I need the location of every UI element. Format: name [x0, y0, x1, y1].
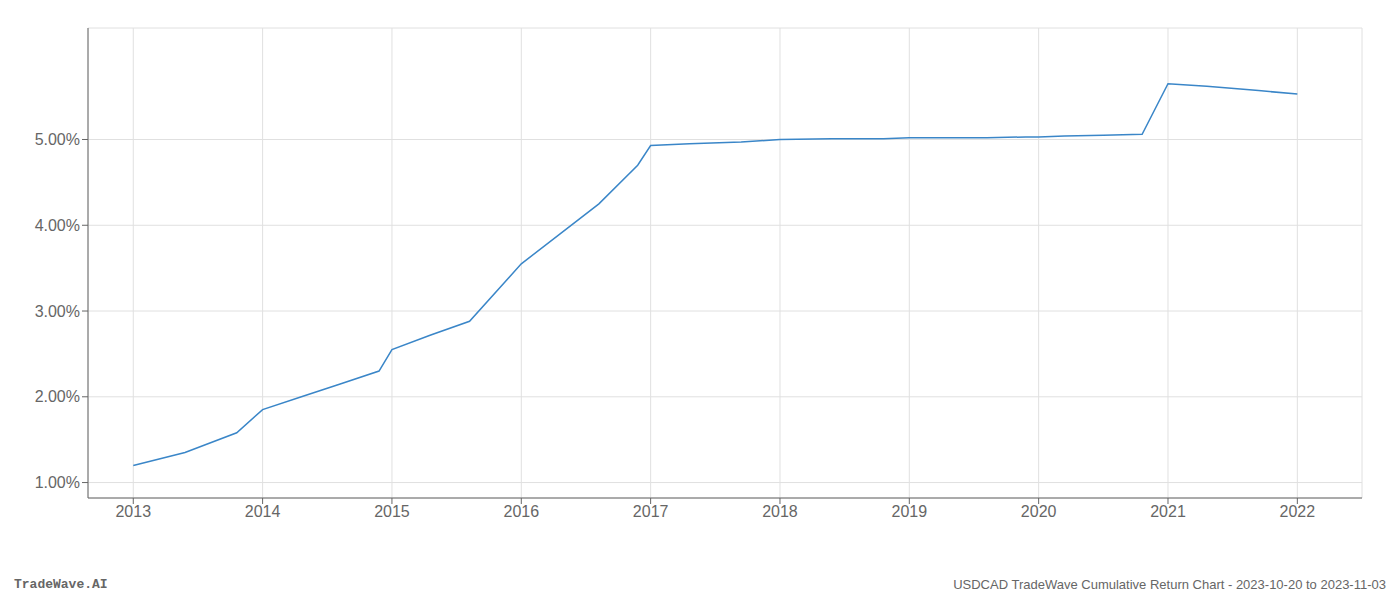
svg-text:2017: 2017: [633, 503, 669, 520]
svg-text:2016: 2016: [503, 503, 539, 520]
svg-text:4.00%: 4.00%: [35, 217, 80, 234]
svg-text:1.00%: 1.00%: [35, 474, 80, 491]
svg-text:3.00%: 3.00%: [35, 303, 80, 320]
svg-text:2015: 2015: [374, 503, 410, 520]
svg-text:5.00%: 5.00%: [35, 131, 80, 148]
svg-text:2.00%: 2.00%: [35, 388, 80, 405]
svg-text:2021: 2021: [1150, 503, 1186, 520]
svg-text:2014: 2014: [245, 503, 281, 520]
svg-text:2018: 2018: [762, 503, 798, 520]
svg-text:2013: 2013: [115, 503, 151, 520]
svg-text:2020: 2020: [1021, 503, 1057, 520]
svg-text:2019: 2019: [892, 503, 928, 520]
svg-text:2022: 2022: [1280, 503, 1316, 520]
html-text:USDCAD TradeWave Cumulative Re: USDCAD TradeWave Cumulative Return Chart…: [953, 577, 1386, 592]
html-text:TradeWave.AI: TradeWave.AI: [14, 577, 108, 592]
